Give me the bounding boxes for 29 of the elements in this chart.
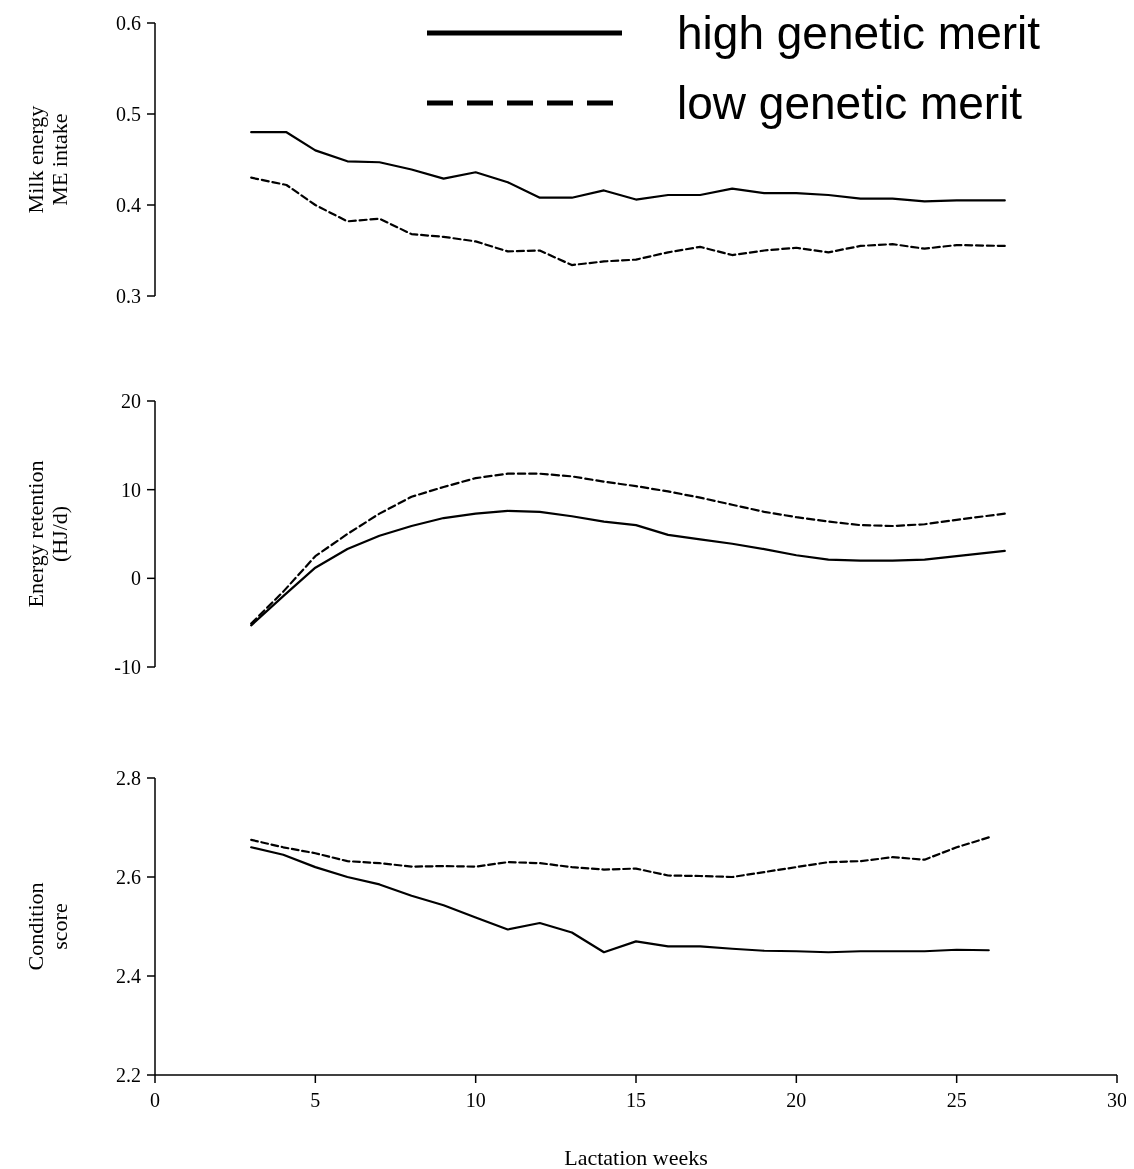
y-tick-label: 0.6 (116, 12, 141, 34)
y-axis-title: Energy retention (HJ/d) (22, 460, 73, 608)
legend-label: low genetic merit (677, 77, 1023, 129)
line-series (250, 846, 990, 954)
x-tick-label: 5 (310, 1089, 321, 1111)
y-tick-label: 0.4 (116, 194, 141, 216)
y-tick-label: 2.6 (116, 866, 141, 888)
x-tick-label: 0 (150, 1089, 160, 1111)
line-series (250, 131, 1006, 203)
y-axis-title: Milk energy ME intake (22, 105, 73, 214)
y-tick-label: 20 (121, 390, 141, 412)
x-tick-label: 15 (626, 1089, 646, 1111)
x-tick-label: 10 (465, 1089, 486, 1111)
legend-label: high genetic merit (677, 7, 1041, 59)
x-axis-title: Lactation weeks (564, 1145, 708, 1169)
y-tick-label: -10 (114, 656, 141, 678)
line-series (250, 176, 1006, 267)
y-tick-label: 0 (131, 567, 141, 590)
x-tick-label: 30 (1107, 1089, 1127, 1111)
y-tick-label: 2.8 (116, 767, 141, 789)
x-tick-label: 25 (946, 1089, 967, 1111)
y-tick-label: 10 (121, 478, 141, 501)
y-tick-label: 0.3 (116, 285, 141, 307)
y-tick-label: 0.5 (116, 103, 141, 125)
x-tick-label: 20 (786, 1089, 807, 1111)
y-axis-title: Condition score (22, 882, 73, 971)
y-tick-label: 2.2 (116, 1064, 141, 1086)
line-series (250, 836, 990, 879)
y-tick-label: 2.4 (116, 965, 141, 987)
